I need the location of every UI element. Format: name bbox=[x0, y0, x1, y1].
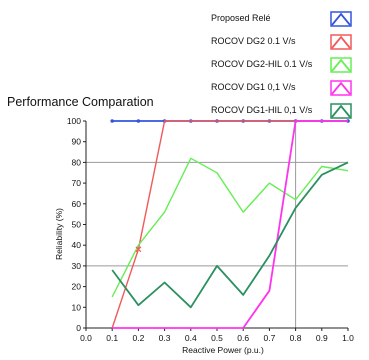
y-tick-label: 90 bbox=[72, 137, 82, 147]
x-tick-label: 0.1 bbox=[106, 333, 118, 343]
y-tick-label: 10 bbox=[72, 302, 82, 312]
legend-swatch-box bbox=[330, 103, 352, 119]
legend-label: Proposed Relé bbox=[211, 13, 271, 23]
series-line-5 bbox=[111, 161, 349, 309]
y-tick-label: 40 bbox=[72, 240, 82, 250]
y-tick-label: 50 bbox=[72, 220, 82, 230]
x-tick-label: 0.7 bbox=[263, 333, 275, 343]
legend-swatch-line bbox=[331, 12, 351, 26]
x-tick-label: 0.2 bbox=[132, 333, 144, 343]
y-tick-label: 30 bbox=[72, 261, 82, 271]
y-axis-label: Reliability (%) bbox=[54, 208, 64, 260]
series-marker-x bbox=[135, 246, 142, 253]
series-line-4 bbox=[112, 120, 348, 329]
x-tick-label: 0.3 bbox=[159, 333, 171, 343]
axes bbox=[83, 120, 349, 331]
y-tick-label: 70 bbox=[72, 178, 82, 188]
x-axis-label: Reactive Power (p.u.) bbox=[182, 345, 264, 355]
y-tick-label: 60 bbox=[72, 199, 82, 209]
series-point bbox=[136, 119, 141, 123]
y-tick-label: 80 bbox=[72, 157, 82, 167]
legend-swatch-line bbox=[331, 81, 351, 95]
y-tick-label: 0 bbox=[76, 323, 81, 333]
legend-swatch-box bbox=[330, 57, 352, 73]
legend-swatch-line bbox=[331, 58, 351, 72]
legend: Proposed Relé ROCOV DG2 0.1 V/s ROCOV DG2-… bbox=[211, 11, 352, 119]
tick-labels: 0 10 20 30 40 50 60 70 80 90 100 0.0 0.1 0.2 0.3 0.4 0.5… bbox=[67, 116, 354, 343]
legend-swatch-box bbox=[330, 11, 352, 27]
x-tick-label: 0.5 bbox=[211, 333, 223, 343]
x-tick-label: 0.9 bbox=[316, 333, 328, 343]
series-point bbox=[110, 119, 114, 123]
legend-swatch-box bbox=[330, 80, 352, 96]
x-tick-label: 0.4 bbox=[185, 333, 197, 343]
series-layer bbox=[110, 119, 350, 329]
legend-label: ROCOV DG1-HIL 0,1 V/s bbox=[211, 105, 313, 115]
legend-label: ROCOV DG1 0,1 V/s bbox=[211, 82, 296, 92]
legend-swatch-line bbox=[331, 35, 351, 49]
legend-label: ROCOV DG2 0.1 V/s bbox=[211, 36, 296, 46]
y-tick-label: 100 bbox=[67, 116, 81, 126]
series-line-3 bbox=[111, 157, 349, 298]
x-tick-label: 0.8 bbox=[290, 333, 302, 343]
legend-label: ROCOV DG2-HIL 0.1 V/s bbox=[211, 59, 313, 69]
legend-swatch-box bbox=[330, 34, 352, 50]
x-tick-label: 0.0 bbox=[80, 333, 92, 343]
x-tick-label: 1.0 bbox=[342, 333, 354, 343]
legend-swatch-line bbox=[331, 104, 351, 118]
x-tick-label: 0.6 bbox=[237, 333, 249, 343]
y-tick-label: 20 bbox=[72, 282, 82, 292]
grid bbox=[86, 121, 348, 328]
chart-title: Performance Comparation bbox=[7, 95, 154, 109]
